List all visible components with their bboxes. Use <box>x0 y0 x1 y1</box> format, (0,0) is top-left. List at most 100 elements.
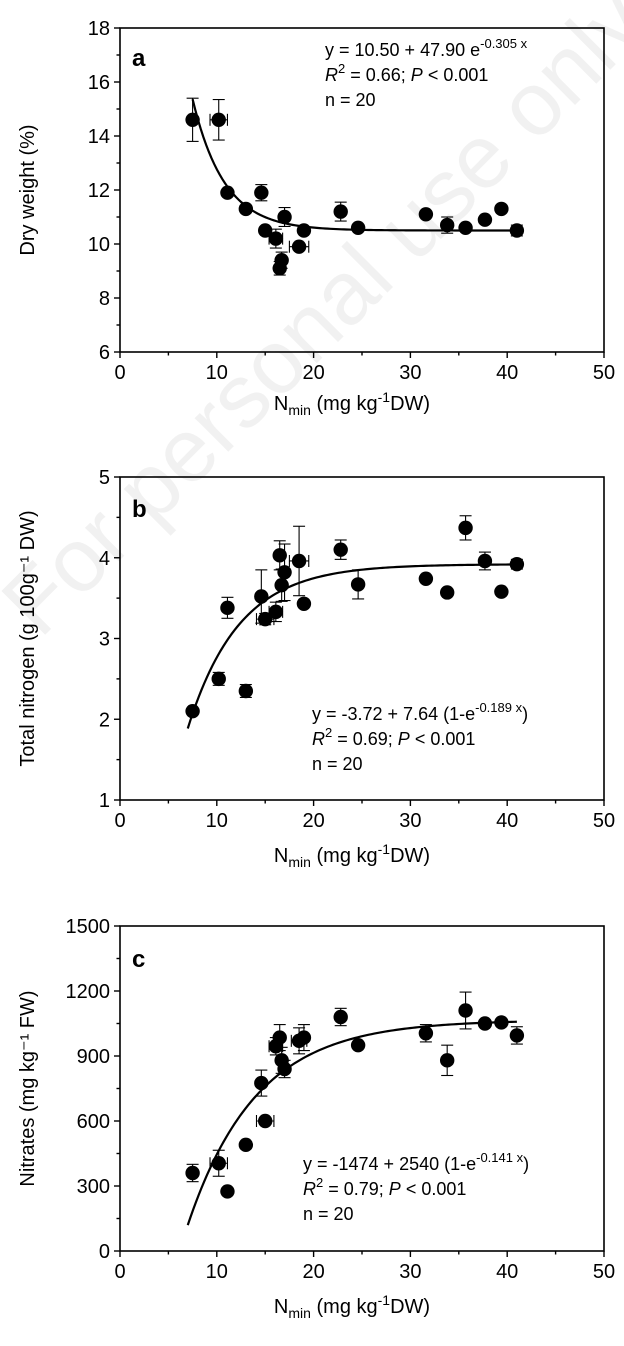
x-tick-label: 10 <box>206 1261 228 1283</box>
data-point <box>268 231 284 246</box>
y-tick-label: 10 <box>88 234 110 256</box>
fit-curve <box>186 1020 517 1226</box>
data-point <box>211 112 226 128</box>
data-point <box>296 1030 312 1045</box>
x-tick-label: 0 <box>114 810 125 832</box>
y-tick-label: 1500 <box>66 916 111 938</box>
data-point <box>254 589 269 604</box>
data-point <box>439 1053 455 1068</box>
data-point <box>254 1075 269 1091</box>
panel-letter: c <box>132 946 145 973</box>
data-point <box>439 217 455 233</box>
y-tick-label: 8 <box>99 288 110 310</box>
x-axis-label: Nmin (mg kg-1DW) <box>274 841 430 870</box>
data-point <box>494 584 509 599</box>
y-tick-label: 16 <box>88 72 110 94</box>
panel-letter: b <box>132 496 147 523</box>
data-point <box>350 1037 366 1053</box>
x-tick-label: 40 <box>496 1261 518 1283</box>
equation-line: y = -3.72 + 7.64 (1-e-0.189 x) <box>312 700 528 724</box>
equation-line: y = -1474 + 2540 (1-e-0.141 x) <box>303 1150 529 1174</box>
data-point <box>509 223 525 238</box>
data-point <box>291 239 307 254</box>
x-tick-label: 30 <box>399 810 421 832</box>
plot-frame <box>119 925 605 1252</box>
y-tick-label: 5 <box>99 467 110 489</box>
data-point <box>277 1061 292 1077</box>
data-point <box>458 220 473 235</box>
y-tick-label: 1200 <box>66 981 111 1003</box>
data-point <box>350 220 366 235</box>
data-point <box>220 185 235 200</box>
y-tick-label: 14 <box>88 126 110 148</box>
y-tick-label: 6 <box>99 342 110 364</box>
y-tick-label: 900 <box>77 1046 110 1068</box>
x-tick-label: 0 <box>114 1261 125 1283</box>
chart-panel-b: 0 10 20 30 40 50 1 2 3 4 5 Total nitrogen (g 100g⁻¹… <box>17 467 615 870</box>
y-tick-label: 0 <box>99 1241 110 1263</box>
data-point <box>333 204 348 219</box>
data-point <box>254 185 269 200</box>
data-point <box>268 604 284 620</box>
data-point <box>477 1016 493 1031</box>
sample-size-line: n = 20 <box>312 754 363 774</box>
data-point <box>350 577 366 592</box>
chart-panel-c: 0 10 20 30 40 50 0 300 600 900 1200 1500 Nitrates (m… <box>17 916 615 1321</box>
y-axis-label: Nitrates (mg kg⁻¹ FW) <box>17 990 39 1186</box>
data-point <box>458 520 473 536</box>
data-point <box>418 1026 434 1041</box>
x-tick-label: 30 <box>399 362 421 384</box>
y-tick-label: 1 <box>99 790 110 812</box>
data-point <box>458 1003 473 1018</box>
x-tick-label: 40 <box>496 810 518 832</box>
x-axis-label: Nmin (mg kg-1DW) <box>274 1292 430 1321</box>
data-point <box>185 1165 200 1181</box>
data-point <box>418 571 434 586</box>
y-tick-label: 4 <box>99 548 110 570</box>
equation-line: y = 10.50 + 47.90 e-0.305 x <box>325 36 528 60</box>
data-point <box>494 1015 509 1030</box>
plot-frame <box>119 476 605 801</box>
data-point <box>477 553 493 569</box>
data-point <box>238 683 254 699</box>
panel-letter: a <box>132 45 146 72</box>
x-tick-label: 20 <box>302 362 324 384</box>
data-point <box>220 600 235 616</box>
x-axis-label: Nmin (mg kg-1DW) <box>274 389 430 418</box>
data-point <box>258 1113 273 1129</box>
x-tick-label: 50 <box>593 810 615 832</box>
x-tick-label: 10 <box>206 362 228 384</box>
data-point <box>211 671 226 687</box>
watermark: For personal use only <box>0 0 624 654</box>
data-point <box>296 223 312 238</box>
data-point <box>333 542 348 557</box>
y-tick-label: 600 <box>77 1111 110 1133</box>
fit-curve <box>186 563 517 729</box>
data-point <box>296 596 312 611</box>
data-point <box>274 253 289 268</box>
r-squared-line: R2 = 0.66; P < 0.001 <box>325 61 488 85</box>
x-tick-label: 40 <box>496 362 518 384</box>
data-point <box>211 1156 226 1171</box>
x-tick-label: 50 <box>593 362 615 384</box>
data-point <box>272 1030 287 1045</box>
data-point <box>291 553 307 569</box>
x-tick-label: 20 <box>302 810 324 832</box>
data-point <box>185 112 200 128</box>
data-point <box>272 548 287 563</box>
x-tick-label: 50 <box>593 1261 615 1283</box>
y-axis-label: Dry weight (%) <box>17 124 39 255</box>
y-tick-label: 300 <box>77 1176 110 1198</box>
y-tick-label: 2 <box>99 709 110 731</box>
x-tick-label: 10 <box>206 810 228 832</box>
data-point <box>274 578 289 593</box>
x-tick-label: 0 <box>114 362 125 384</box>
y-tick-label: 12 <box>88 180 110 202</box>
x-tick-label: 30 <box>399 1261 421 1283</box>
data-point <box>238 201 254 217</box>
data-point <box>418 207 434 222</box>
data-point <box>509 1028 525 1043</box>
data-point <box>220 1184 235 1199</box>
